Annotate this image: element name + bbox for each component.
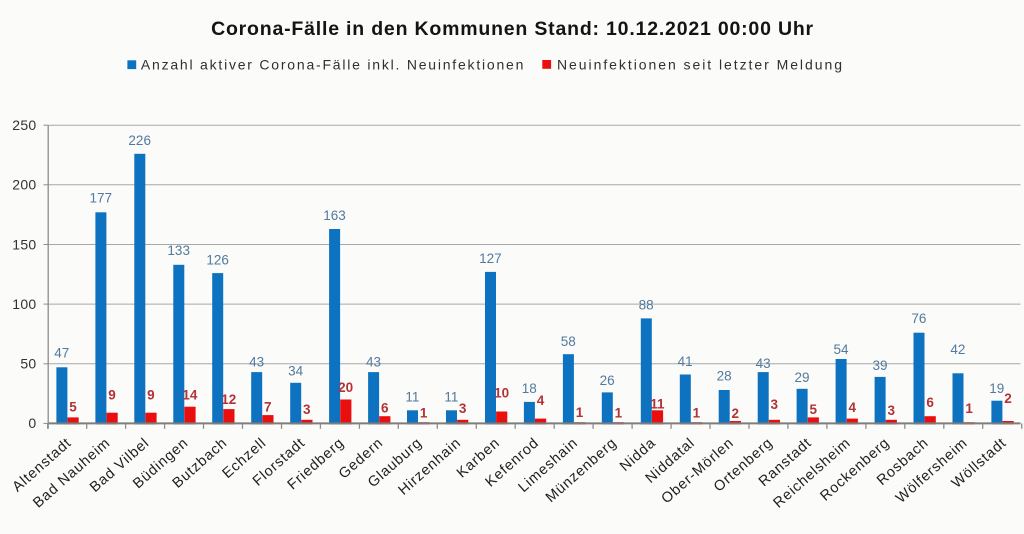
- svg-text:127: 127: [479, 251, 502, 266]
- svg-text:1: 1: [420, 406, 428, 421]
- svg-text:226: 226: [128, 133, 151, 148]
- svg-text:42: 42: [950, 342, 965, 357]
- svg-text:76: 76: [911, 311, 926, 326]
- svg-text:41: 41: [678, 354, 693, 369]
- svg-text:3: 3: [771, 397, 779, 412]
- svg-text:47: 47: [54, 346, 69, 361]
- svg-text:126: 126: [206, 253, 229, 268]
- svg-text:28: 28: [717, 369, 732, 384]
- svg-text:1: 1: [615, 406, 623, 421]
- svg-text:5: 5: [69, 399, 77, 414]
- svg-text:43: 43: [366, 355, 381, 370]
- svg-text:54: 54: [833, 342, 849, 357]
- svg-text:4: 4: [537, 393, 545, 408]
- svg-text:133: 133: [167, 243, 190, 258]
- svg-text:9: 9: [147, 388, 155, 403]
- svg-text:26: 26: [600, 373, 615, 388]
- svg-text:10: 10: [494, 386, 509, 401]
- svg-text:58: 58: [561, 334, 576, 349]
- svg-text:7: 7: [264, 400, 272, 415]
- svg-text:6: 6: [381, 401, 389, 416]
- svg-text:2: 2: [1004, 391, 1012, 406]
- svg-text:88: 88: [639, 297, 654, 312]
- svg-text:3: 3: [887, 403, 895, 418]
- svg-text:20: 20: [338, 380, 353, 395]
- svg-text:Neuinfektionen seit letzter Me: Neuinfektionen seit letzter Meldung: [557, 56, 844, 72]
- svg-text:43: 43: [756, 356, 771, 371]
- svg-text:39: 39: [872, 358, 887, 373]
- svg-text:43: 43: [249, 355, 264, 370]
- svg-text:1: 1: [693, 406, 701, 421]
- svg-text:29: 29: [794, 370, 809, 385]
- svg-text:11: 11: [650, 396, 665, 411]
- svg-text:4: 4: [848, 400, 856, 415]
- svg-text:9: 9: [108, 388, 116, 403]
- svg-text:100: 100: [12, 296, 36, 312]
- svg-text:5: 5: [809, 402, 817, 417]
- svg-text:14: 14: [182, 388, 198, 403]
- svg-text:250: 250: [12, 117, 36, 133]
- svg-text:3: 3: [303, 402, 311, 417]
- svg-text:34: 34: [288, 363, 304, 378]
- svg-text:18: 18: [522, 381, 537, 396]
- svg-text:177: 177: [90, 191, 113, 206]
- svg-text:163: 163: [323, 208, 346, 223]
- svg-text:6: 6: [926, 395, 934, 410]
- svg-text:3: 3: [459, 401, 467, 416]
- svg-text:0: 0: [28, 415, 36, 431]
- svg-text:150: 150: [12, 236, 36, 252]
- svg-text:11: 11: [444, 389, 458, 404]
- svg-text:11: 11: [405, 389, 419, 404]
- svg-text:200: 200: [12, 177, 36, 193]
- svg-text:1: 1: [965, 401, 973, 416]
- svg-text:50: 50: [20, 356, 36, 372]
- svg-text:1: 1: [576, 405, 584, 420]
- svg-text:12: 12: [221, 392, 236, 407]
- svg-text:Corona-Fälle in den Kommunen S: Corona-Fälle in den Kommunen Stand: 10.1…: [211, 18, 814, 40]
- svg-text:19: 19: [989, 381, 1004, 396]
- svg-text:2: 2: [732, 406, 740, 421]
- svg-text:Anzahl aktiver Corona-Fälle in: Anzahl aktiver Corona-Fälle inkl. Neuinf…: [141, 56, 525, 72]
